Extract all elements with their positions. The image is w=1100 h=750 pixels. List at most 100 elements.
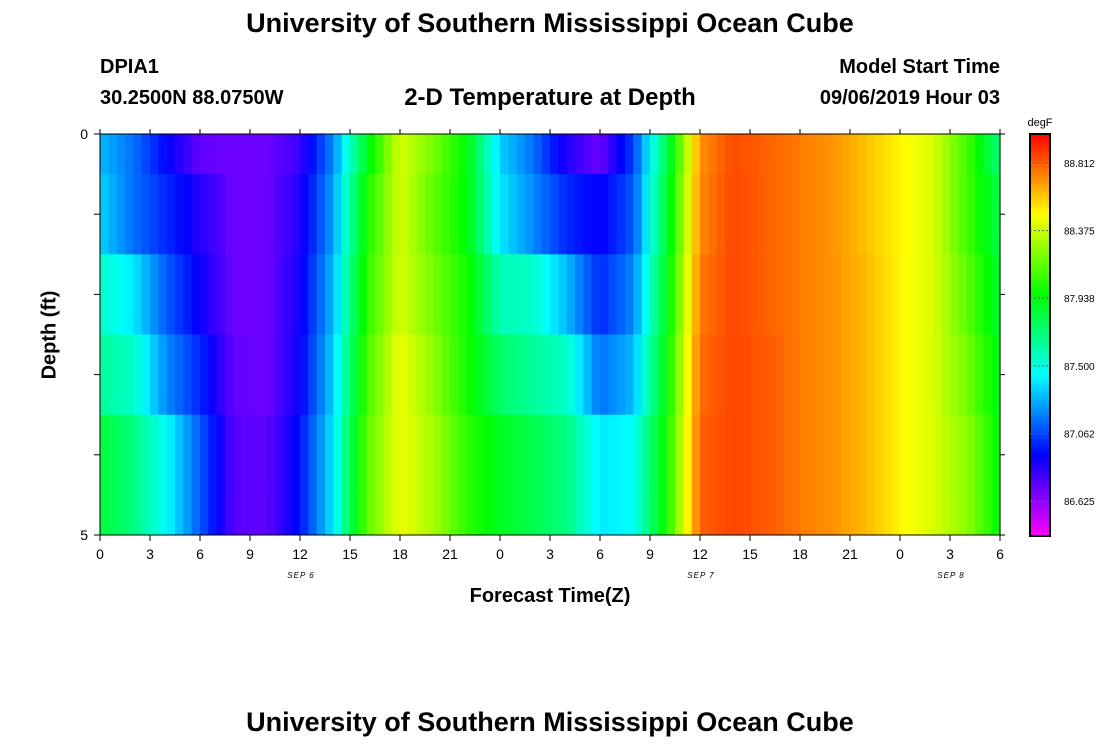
heatmap-cell	[166, 494, 176, 536]
heatmap-cell	[600, 174, 609, 255]
heatmap-cell	[700, 414, 709, 496]
heatmap-cell	[833, 254, 843, 335]
heatmap-cell	[433, 334, 443, 416]
heatmap-cell	[541, 254, 551, 335]
heatmap-cell	[725, 414, 734, 496]
heatmap-cell	[450, 494, 459, 536]
heatmap-cell	[791, 254, 801, 335]
heatmap-cell	[508, 494, 518, 536]
heatmap-cell	[466, 174, 476, 255]
heatmap-cell	[100, 414, 109, 496]
colorbar-segment	[1030, 355, 1050, 359]
heatmap-cell	[391, 414, 401, 496]
heatmap-cell	[591, 174, 601, 255]
colorbar-segment	[1030, 264, 1050, 269]
heatmap-cell	[608, 134, 618, 175]
colorbar-segment	[1030, 164, 1050, 168]
heatmap-cell	[275, 174, 284, 255]
heatmap-cell	[375, 254, 384, 335]
heatmap-cell	[216, 334, 226, 416]
colorbar-segment	[1030, 345, 1050, 349]
x-tick-label: 18	[792, 546, 808, 562]
heatmap-cell	[450, 254, 459, 335]
colorbar-tick-label: 87.938	[1064, 294, 1095, 305]
heatmap-cell	[608, 414, 618, 496]
heatmap-cell	[783, 494, 793, 536]
heatmap-cell	[891, 334, 901, 416]
heatmap-cell	[408, 334, 418, 416]
heatmap-cell	[641, 134, 651, 175]
colorbar-segment	[1030, 184, 1050, 189]
heatmap-cell	[975, 254, 984, 335]
x-tick-label: 15	[742, 546, 758, 562]
heatmap-cell	[933, 254, 943, 335]
heatmap-cell	[275, 134, 284, 175]
colorbar-segment	[1030, 341, 1050, 346]
heatmap-cell	[841, 334, 851, 416]
heatmap-cell	[975, 334, 984, 416]
heatmap-cell	[583, 334, 593, 416]
colorbar-segment	[1030, 308, 1050, 313]
heatmap-cell	[250, 254, 259, 335]
colorbar-segment	[1030, 140, 1050, 145]
heatmap-cell	[975, 494, 984, 536]
heatmap-cell	[775, 334, 784, 416]
heatmap-cell	[933, 174, 943, 255]
colorbar-segment	[1030, 257, 1050, 262]
footer-title: University of Southern Mississippi Ocean…	[246, 707, 854, 737]
colorbar-segment	[1030, 455, 1050, 460]
station-id: DPIA1	[100, 56, 159, 78]
heatmap-cell	[925, 174, 934, 255]
heatmap-cell	[341, 254, 351, 335]
heatmap-cell	[191, 414, 201, 496]
heatmap-cell	[650, 494, 659, 536]
station-coordinates: 30.2500N 88.0750W	[100, 87, 284, 109]
heatmap-cell	[775, 254, 784, 335]
heatmap-cell	[808, 174, 818, 255]
heatmap-cell	[525, 134, 534, 175]
colorbar-segment	[1030, 489, 1050, 493]
heatmap-cell	[283, 334, 293, 416]
colorbar-segment	[1030, 301, 1050, 306]
heatmap-cell	[616, 334, 626, 416]
heatmap-cell	[133, 494, 143, 536]
colorbar-segment	[1030, 221, 1050, 225]
heatmap-cell	[175, 414, 184, 496]
heatmap-cell	[508, 414, 518, 496]
heatmap-cell	[400, 414, 409, 496]
heatmap-cell	[366, 254, 376, 335]
heatmap-cell	[933, 134, 943, 175]
heatmap-cell	[716, 134, 726, 175]
colorbar-segment	[1030, 361, 1050, 366]
colorbar-segment	[1030, 529, 1050, 534]
heatmap-cell	[250, 334, 259, 416]
colorbar-segment	[1030, 502, 1050, 507]
heatmap-cell	[458, 334, 468, 416]
heatmap-cell	[825, 134, 834, 175]
x-tick-label: 21	[842, 546, 858, 562]
colorbar-segment	[1030, 388, 1050, 393]
heatmap-cell	[325, 414, 334, 496]
heatmap-cell	[891, 134, 901, 175]
heatmap-cell	[616, 414, 626, 496]
heatmap-cell	[450, 334, 459, 416]
heatmap-cell	[675, 134, 684, 175]
heatmap-cell	[241, 334, 251, 416]
heatmap-cell	[650, 414, 659, 496]
heatmap-cell	[983, 174, 993, 255]
heatmap-cell	[391, 134, 401, 175]
heatmap-cell	[325, 254, 334, 335]
heatmap-cell	[641, 494, 651, 536]
colorbar-segment	[1030, 412, 1050, 416]
colorbar-segment	[1030, 365, 1050, 369]
colorbar-segment	[1030, 472, 1050, 477]
colorbar-frame	[1029, 133, 1051, 537]
colorbar-segment	[1030, 335, 1050, 339]
colorbar-segment	[1030, 261, 1050, 266]
heatmap-cell	[666, 494, 676, 536]
heatmap-cell	[733, 414, 743, 496]
heatmap-cell	[508, 254, 518, 335]
heatmap-cell	[341, 174, 351, 255]
heatmap-cell	[416, 134, 426, 175]
colorbar-segment	[1030, 358, 1050, 363]
